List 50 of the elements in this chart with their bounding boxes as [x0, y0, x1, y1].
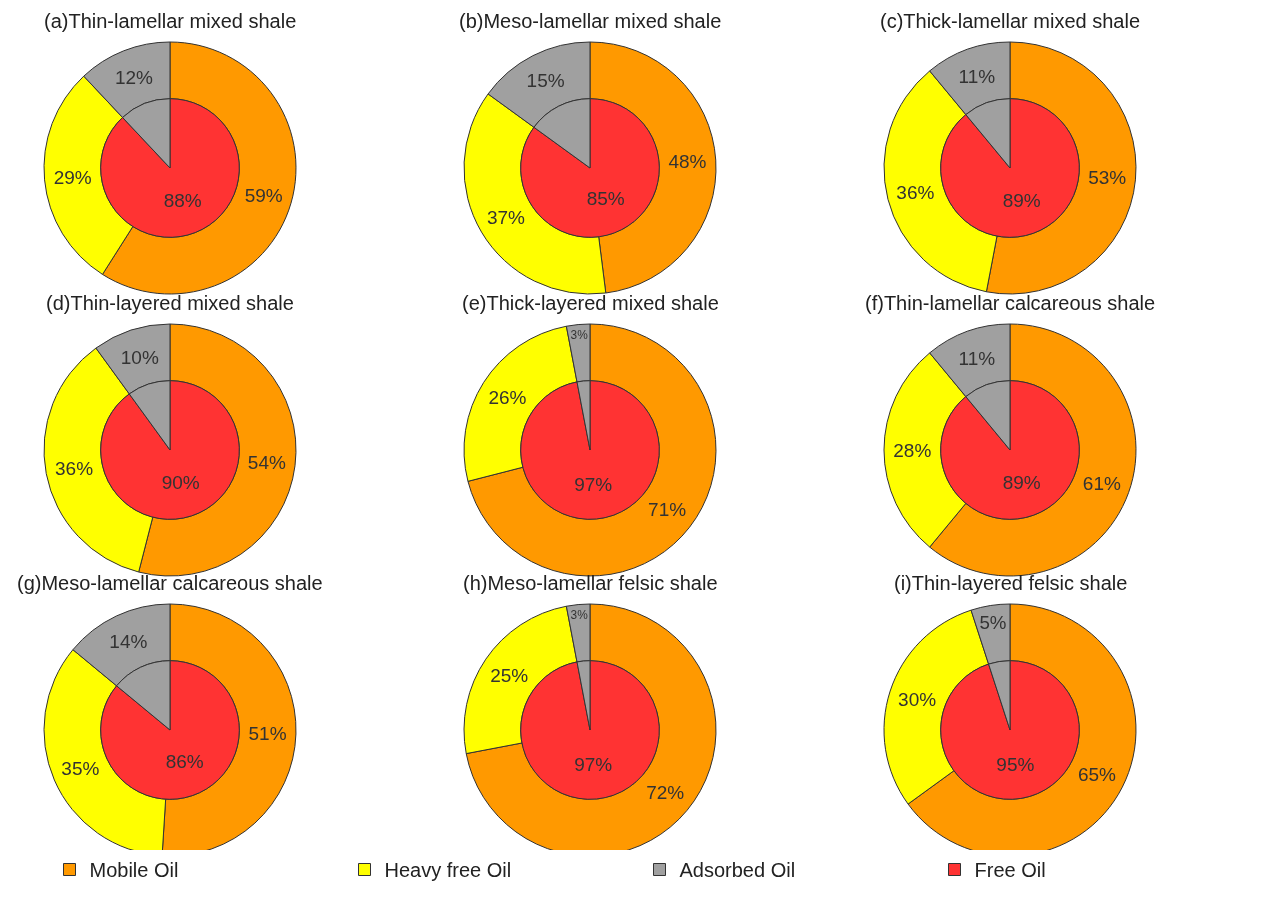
- data-label: 88%: [163, 189, 202, 211]
- data-label: 48%: [668, 151, 707, 173]
- data-label: 11%: [958, 65, 996, 87]
- data-label: 12%: [114, 66, 154, 88]
- chart-title: (a)Thin-lamellar mixed shale: [44, 10, 297, 32]
- data-label: 28%: [893, 439, 932, 461]
- data-label: 89%: [1002, 190, 1041, 212]
- data-label: 71%: [648, 499, 687, 521]
- data-label: 3%: [570, 608, 589, 623]
- chart-title: (f)Thin-lamellar calcareous shale: [865, 292, 1156, 314]
- data-label: 89%: [1002, 472, 1041, 494]
- chart-title: (i)Thin-layered felsic shale: [894, 572, 1128, 594]
- data-label: 53%: [1088, 166, 1127, 188]
- data-label: 14%: [109, 631, 148, 653]
- data-label: 36%: [896, 181, 935, 203]
- data-label: 5%: [979, 611, 1007, 633]
- data-label: 86%: [165, 750, 204, 772]
- donut-slice: [467, 323, 717, 577]
- data-label: 36%: [55, 457, 94, 479]
- data-label: 25%: [490, 664, 529, 686]
- data-label: 54%: [247, 451, 286, 473]
- legend-label: Free Oil: [974, 859, 1046, 882]
- chart-title: (c)Thick-lamellar mixed shale: [880, 10, 1141, 32]
- legend-label: Heavy free Oil: [384, 859, 512, 882]
- data-label: 26%: [488, 387, 527, 409]
- chart-title: (h)Meso-lamellar felsic shale: [463, 572, 718, 594]
- data-label: 97%: [574, 754, 613, 775]
- data-label: 59%: [244, 184, 283, 206]
- data-label: 37%: [486, 207, 526, 229]
- legend-label: Adsorbed Oil: [679, 859, 796, 882]
- data-label: 11%: [958, 347, 996, 369]
- data-label: 3%: [570, 328, 589, 343]
- chart-title: (b)Meso-lamellar mixed shale: [459, 10, 722, 32]
- data-label: 90%: [161, 472, 200, 494]
- data-label: 95%: [996, 753, 1035, 775]
- data-label: 35%: [61, 758, 100, 780]
- data-label: 97%: [574, 474, 613, 495]
- data-label: 29%: [53, 166, 92, 188]
- chart-title: (g)Meso-lamellar calcareous shale: [17, 572, 323, 594]
- data-label: 65%: [1077, 763, 1117, 785]
- data-label: 85%: [586, 188, 625, 210]
- data-label: 30%: [898, 689, 937, 711]
- data-label: 72%: [646, 781, 685, 803]
- data-label: 10%: [120, 346, 159, 368]
- chart-title: (d)Thin-layered mixed shale: [46, 292, 294, 314]
- data-label: 61%: [1082, 472, 1121, 494]
- chart-title: (e)Thick-layered mixed shale: [462, 292, 719, 314]
- data-label: 15%: [526, 70, 565, 92]
- data-label: 51%: [248, 722, 287, 744]
- legend-label: Mobile Oil: [89, 859, 179, 882]
